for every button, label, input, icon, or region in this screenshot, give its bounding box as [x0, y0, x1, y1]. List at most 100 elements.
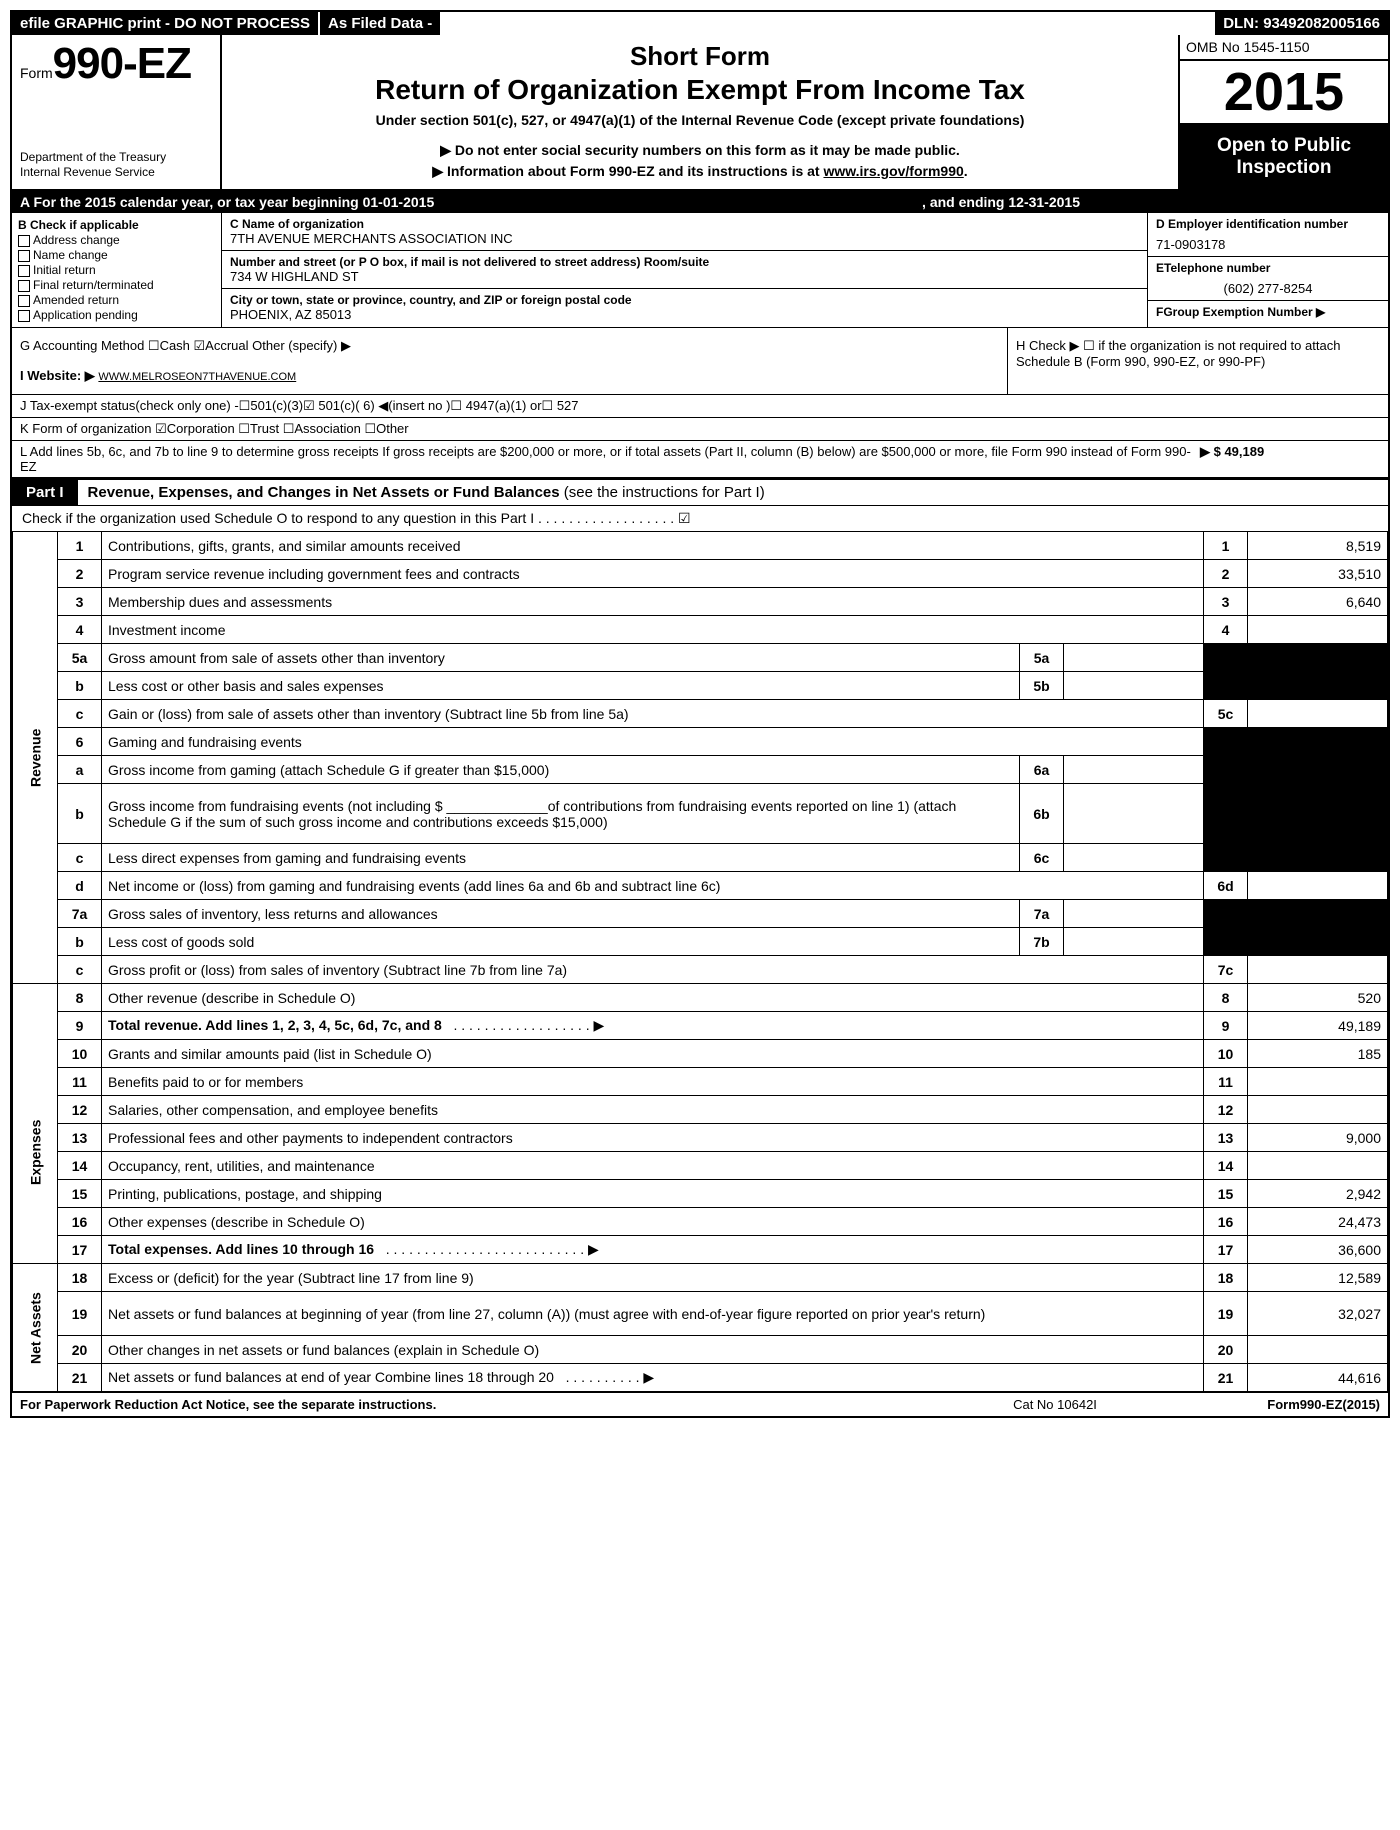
- info-line: ▶ Information about Form 990-EZ and its …: [232, 163, 1168, 180]
- line13-value: 9,000: [1248, 1124, 1388, 1152]
- opt-name-change[interactable]: Name change: [18, 248, 215, 262]
- line19-value: 32,027: [1248, 1292, 1388, 1336]
- inspection-line1: Open to Public: [1184, 135, 1384, 157]
- line21-value: 44,616: [1248, 1364, 1388, 1392]
- row-a-begin: A For the 2015 calendar year, or tax yea…: [20, 194, 434, 210]
- line2-value: 33,510: [1248, 560, 1388, 588]
- part1-tag: Part I: [12, 480, 78, 505]
- box-b-title: B Check if applicable: [18, 218, 215, 232]
- row-i: I Website: ▶ WWW.MELROSEON7THAVENUE.COM: [20, 368, 999, 384]
- city-label: City or town, state or province, country…: [230, 293, 1139, 307]
- header-row: Form990-EZ Department of the Treasury In…: [12, 35, 1388, 191]
- org-name-label: C Name of organization: [230, 217, 1139, 231]
- line20-value: [1248, 1336, 1388, 1364]
- row-j: J Tax-exempt status(check only one) -☐50…: [12, 395, 1388, 418]
- tel-label: ETelephone number: [1156, 261, 1380, 275]
- top-bar: efile GRAPHIC print - DO NOT PROCESS As …: [12, 12, 1388, 35]
- footer-catno: Cat No 10642I: [930, 1397, 1180, 1412]
- part1-check-line: Check if the organization used Schedule …: [12, 506, 1388, 531]
- group-exemption-label: FGroup Exemption Number ▶: [1156, 305, 1380, 319]
- footer-paperwork: For Paperwork Reduction Act Notice, see …: [20, 1397, 930, 1412]
- omb-number: OMB No 1545-1150: [1180, 35, 1388, 61]
- row-a-tax-year: A For the 2015 calendar year, or tax yea…: [12, 191, 1388, 213]
- header-center: Short Form Return of Organization Exempt…: [222, 35, 1178, 189]
- row-gh: G Accounting Method ☐Cash ☑Accrual Other…: [12, 328, 1388, 395]
- city-value: PHOENIX, AZ 85013: [230, 307, 1139, 322]
- line7a-value: [1064, 900, 1204, 928]
- line3-value: 6,640: [1248, 588, 1388, 616]
- row-l-value: ▶ $ 49,189: [1200, 444, 1380, 474]
- form-990ez-page: efile GRAPHIC print - DO NOT PROCESS As …: [10, 10, 1390, 1418]
- header-right: OMB No 1545-1150 2015 Open to Public Ins…: [1178, 35, 1388, 189]
- tax-year: 2015: [1180, 61, 1388, 125]
- title-short-form: Short Form: [232, 41, 1168, 72]
- as-filed-label: As Filed Data -: [320, 12, 442, 35]
- box-d-e-f: D Employer identification number 71-0903…: [1148, 213, 1388, 327]
- line9-value: 49,189: [1248, 1012, 1388, 1040]
- row-g: G Accounting Method ☐Cash ☑Accrual Other…: [12, 328, 1008, 394]
- line14-value: [1248, 1152, 1388, 1180]
- title-return: Return of Organization Exempt From Incom…: [232, 74, 1168, 106]
- line6b-value: [1064, 784, 1204, 844]
- section-bcd: B Check if applicable Address change Nam…: [12, 213, 1388, 328]
- page-footer: For Paperwork Reduction Act Notice, see …: [12, 1392, 1388, 1416]
- side-revenue: Revenue: [13, 532, 58, 984]
- line10-value: 185: [1248, 1040, 1388, 1068]
- website-value[interactable]: WWW.MELROSEON7THAVENUE.COM: [98, 371, 296, 383]
- box-b: B Check if applicable Address change Nam…: [12, 213, 222, 327]
- tel-value: (602) 277-8254: [1156, 281, 1380, 296]
- info-suffix: .: [964, 163, 968, 179]
- dept-line2: Internal Revenue Service: [20, 165, 212, 181]
- open-inspection: Open to Public Inspection: [1180, 125, 1388, 189]
- opt-final-return[interactable]: Final return/terminated: [18, 278, 215, 292]
- line5a-value: [1064, 644, 1204, 672]
- info-link[interactable]: www.irs.gov/form990: [823, 163, 963, 179]
- topbar-spacer: [442, 12, 1215, 35]
- row-l: L Add lines 5b, 6c, and 7b to line 9 to …: [12, 441, 1388, 478]
- line8-value: 520: [1248, 984, 1388, 1012]
- part1-title: Revenue, Expenses, and Changes in Net As…: [78, 480, 775, 505]
- street-value: 734 W HIGHLAND ST: [230, 269, 1139, 284]
- dln-number: DLN: 93492082005166: [1215, 12, 1388, 35]
- line17-value: 36,600: [1248, 1236, 1388, 1264]
- opt-application-pending[interactable]: Application pending: [18, 308, 215, 322]
- part1-header: Part I Revenue, Expenses, and Changes in…: [12, 478, 1388, 506]
- row-l-text: L Add lines 5b, 6c, and 7b to line 9 to …: [20, 444, 1200, 474]
- form-prefix: Form: [20, 65, 53, 81]
- header-left: Form990-EZ Department of the Treasury In…: [12, 35, 222, 189]
- department-info: Department of the Treasury Internal Reve…: [20, 150, 212, 181]
- line12-value: [1248, 1096, 1388, 1124]
- opt-amended-return[interactable]: Amended return: [18, 293, 215, 307]
- opt-initial-return[interactable]: Initial return: [18, 263, 215, 277]
- row-k: K Form of organization ☑Corporation ☐Tru…: [12, 418, 1388, 441]
- line5c-value: [1248, 700, 1388, 728]
- line7b-value: [1064, 928, 1204, 956]
- ein-label: D Employer identification number: [1156, 217, 1380, 231]
- side-net-assets: Net Assets: [13, 1264, 58, 1392]
- line18-value: 12,589: [1248, 1264, 1388, 1292]
- line5b-value: [1064, 672, 1204, 700]
- line7c-value: [1248, 956, 1388, 984]
- line16-value: 24,473: [1248, 1208, 1388, 1236]
- row-a-end: , and ending 12-31-2015: [922, 194, 1080, 210]
- box-c: C Name of organization 7TH AVENUE MERCHA…: [222, 213, 1148, 327]
- line15-value: 2,942: [1248, 1180, 1388, 1208]
- inspection-line2: Inspection: [1184, 157, 1384, 179]
- dept-line1: Department of the Treasury: [20, 150, 212, 166]
- ssn-warning: ▶ Do not enter social security numbers o…: [232, 142, 1168, 159]
- part1-table: Revenue 1 Contributions, gifts, grants, …: [12, 531, 1388, 1392]
- footer-formid: Form990-EZ(2015): [1180, 1397, 1380, 1412]
- form-number-big: 990-EZ: [53, 39, 191, 88]
- info-prefix: ▶ Information about Form 990-EZ and its …: [432, 163, 823, 179]
- subtitle: Under section 501(c), 527, or 4947(a)(1)…: [232, 112, 1168, 128]
- org-name: 7TH AVENUE MERCHANTS ASSOCIATION INC: [230, 231, 1139, 246]
- line4-value: [1248, 616, 1388, 644]
- efile-notice: efile GRAPHIC print - DO NOT PROCESS: [12, 12, 320, 35]
- opt-address-change[interactable]: Address change: [18, 233, 215, 247]
- website-label: I Website: ▶: [20, 368, 95, 383]
- line6d-value: [1248, 872, 1388, 900]
- line1-value: 8,519: [1248, 532, 1388, 560]
- accounting-method: G Accounting Method ☐Cash ☑Accrual Other…: [20, 338, 999, 354]
- street-label: Number and street (or P O box, if mail i…: [230, 255, 1139, 269]
- row-h: H Check ▶ ☐ if the organization is not r…: [1008, 328, 1388, 394]
